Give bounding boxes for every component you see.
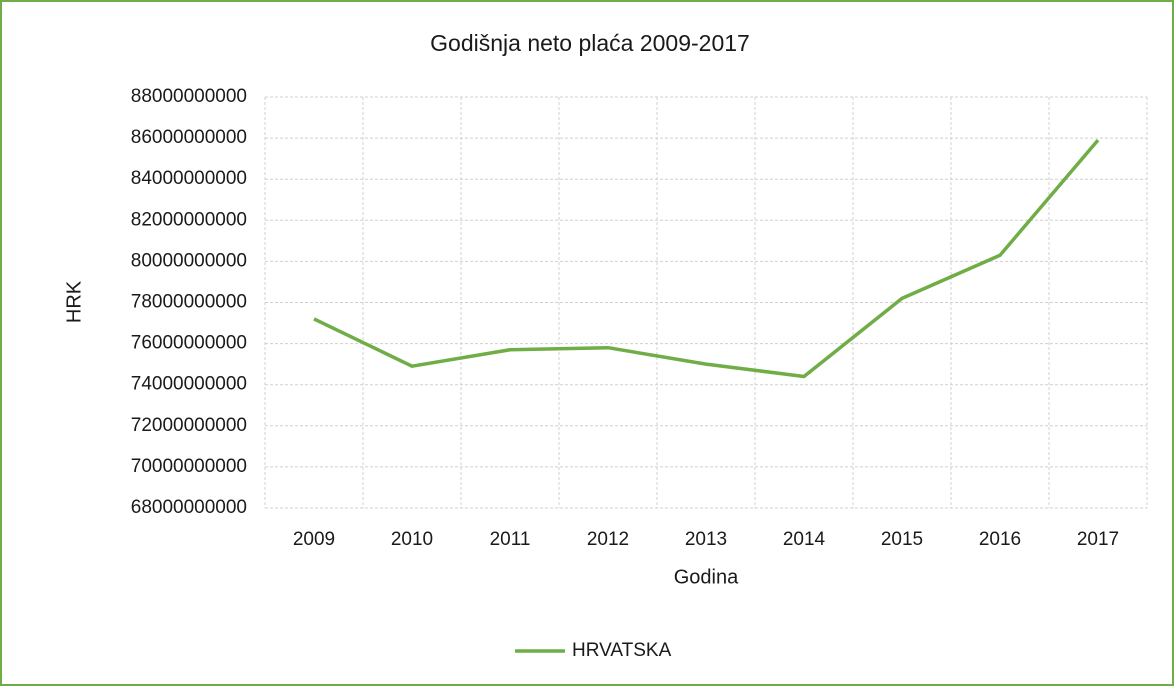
x-tick-label: 2010: [391, 529, 433, 550]
y-tick-label: 68000000000: [131, 497, 247, 518]
x-tick-label: 2016: [979, 529, 1021, 550]
y-tick-label: 74000000000: [131, 374, 247, 395]
x-tick-label: 2013: [685, 529, 727, 550]
y-tick-label: 88000000000: [131, 86, 247, 107]
y-tick-label: 76000000000: [131, 333, 247, 354]
y-tick-label: 84000000000: [131, 168, 247, 189]
x-axis-label: Godina: [674, 566, 739, 588]
x-tick-label: 2014: [783, 529, 826, 550]
y-tick-label: 78000000000: [131, 292, 247, 313]
x-tick-label: 2012: [587, 529, 629, 550]
y-tick-label: 72000000000: [131, 415, 247, 436]
y-tick-label: 82000000000: [131, 209, 247, 230]
y-tick-label: 86000000000: [131, 127, 247, 148]
x-tick-label: 2015: [881, 529, 923, 550]
x-tick-label: 2011: [490, 529, 531, 550]
x-tick-label: 2017: [1077, 529, 1119, 550]
series-line: [313, 139, 1100, 379]
y-tick-label: 70000000000: [131, 456, 247, 477]
chart-title: Godišnja neto plaća 2009-2017: [430, 30, 750, 56]
y-axis-label: HRK: [63, 280, 85, 323]
y-tick-label: 80000000000: [131, 250, 247, 271]
x-tick-label: 2009: [293, 529, 335, 550]
legend-label: HRVATSKA: [572, 640, 672, 661]
